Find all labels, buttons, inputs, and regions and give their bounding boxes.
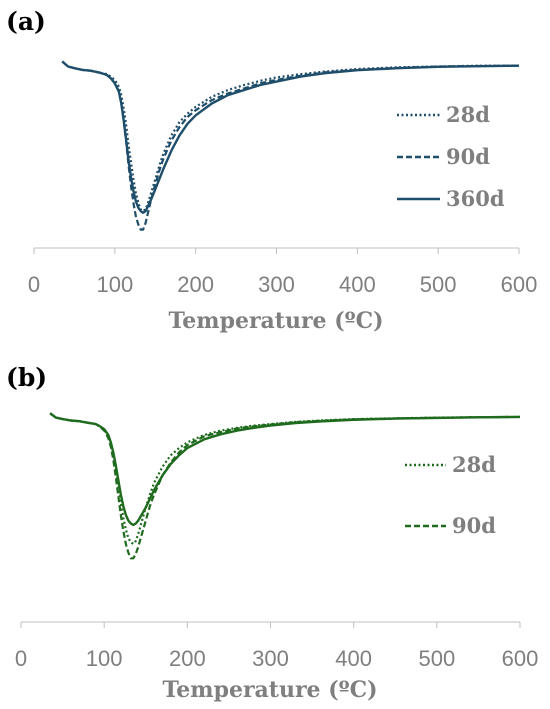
x-axis-title: Temperature (ºC)	[162, 677, 377, 703]
x-tick-label: 400	[339, 272, 376, 297]
x-tick-label: 600	[502, 646, 539, 671]
x-tick-labels: 0 100 200 300 400 500 600	[28, 272, 537, 297]
x-tick-label: 0	[15, 646, 27, 671]
x-tick-label: 0	[28, 272, 40, 297]
series-layer	[61, 60, 520, 231]
legend-label: 28d	[452, 452, 496, 477]
chart-panel-a: (a) 0 100 200 300 400 500 600 Temperature (ºC)…	[6, 7, 537, 334]
series-line-90d	[49, 412, 521, 560]
x-tick-label: 400	[335, 646, 372, 671]
legend-label: 28d	[446, 102, 490, 127]
x-tick-label: 200	[169, 646, 206, 671]
x-tick-label: 200	[177, 272, 214, 297]
x-tick-labels: 0 100 200 300 400 500 600	[15, 646, 538, 671]
x-ticks	[20, 622, 521, 628]
series-line-solid	[49, 412, 521, 527]
chart-panel-b: (b) 0 100 200 300 400 500 600 Temperature (ºC)…	[6, 363, 538, 703]
series-layer	[49, 412, 521, 560]
x-ticks	[33, 248, 520, 254]
x-tick-label: 500	[420, 272, 457, 297]
x-tick-label: 300	[258, 272, 295, 297]
x-tick-label: 500	[418, 646, 455, 671]
series-line-360d	[61, 60, 520, 214]
legend-label: 360d	[446, 186, 505, 211]
x-tick-label: 100	[86, 646, 123, 671]
x-tick-label: 300	[252, 646, 289, 671]
series-line-90d	[61, 60, 520, 231]
legend-label: 90d	[446, 144, 490, 169]
x-tick-label: 100	[96, 272, 133, 297]
legend: 28d 90d	[405, 452, 496, 538]
legend-label: 90d	[452, 513, 496, 538]
series-line-28d	[49, 412, 521, 545]
legend: 28d 90d 360d	[397, 102, 505, 211]
panel-label: (b)	[6, 363, 47, 392]
x-tick-label: 600	[501, 272, 538, 297]
panel-label: (a)	[6, 7, 46, 36]
x-axis-title: Temperature (ºC)	[168, 308, 383, 334]
